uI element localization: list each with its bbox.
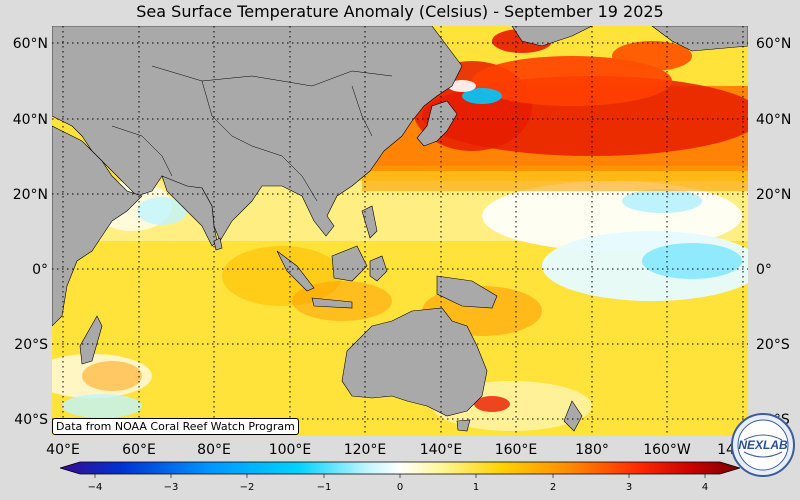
australia-landmass	[341, 307, 488, 417]
africa-arabia-landmass	[52, 125, 143, 327]
lon-label: 180°	[575, 442, 609, 458]
lat-label-right: 40°N	[756, 112, 792, 128]
map-canvas	[52, 26, 748, 436]
lat-label-left: 60°N	[12, 36, 48, 52]
colorbar-tick-label: −3	[163, 482, 179, 493]
colorbar-tick-label: 2	[549, 482, 557, 493]
lat-label-right: 60°N	[756, 36, 792, 52]
lon-label: 40°E	[46, 442, 80, 458]
sri-lanka	[213, 237, 223, 251]
lat-label-left: 20°N	[12, 187, 48, 203]
lon-label: 80°E	[197, 442, 231, 458]
nexlab-logo: NEXLAB	[731, 413, 795, 477]
madagascar	[79, 315, 103, 365]
lon-label: 160°E	[494, 442, 538, 458]
colorbar-tick-label: −4	[87, 482, 103, 493]
asia-landmass	[52, 26, 463, 242]
lat-label-left: 0°	[32, 262, 48, 278]
colorbar-tick-label: 1	[472, 482, 480, 493]
kamchatka	[511, 26, 593, 47]
country-borders	[111, 65, 393, 202]
japan	[416, 100, 458, 147]
alaska	[651, 26, 748, 52]
sst-anomaly-map	[52, 26, 748, 436]
lat-label-left: 20°S	[14, 337, 48, 353]
colorbar-tick-label: 4	[701, 482, 709, 493]
lat-label-right: 20°N	[756, 187, 792, 203]
philippines	[361, 205, 378, 239]
land-masses	[52, 26, 748, 432]
new-zealand	[563, 400, 583, 432]
lat-label-left: 40°N	[12, 112, 48, 128]
sumatra	[276, 250, 315, 292]
tasmania	[456, 419, 471, 432]
colorbar-tick-label: −2	[239, 482, 255, 493]
lon-label: 120°E	[343, 442, 387, 458]
data-credit-label: Data from NOAA Coral Reef Watch Program	[52, 418, 299, 435]
lat-label-left: 40°S	[14, 412, 48, 428]
borneo	[331, 245, 368, 282]
lat-label-right: 20°S	[756, 337, 790, 353]
colorbar-tick-label: −1	[316, 482, 332, 493]
colorbar-gradient	[60, 461, 740, 475]
colorbar-ticks	[94, 474, 706, 478]
map-title: Sea Surface Temperature Anomaly (Celsius…	[136, 2, 664, 21]
lon-label: 100°E	[268, 442, 312, 458]
graticule	[52, 26, 748, 436]
lat-label-right: 0°	[756, 262, 772, 278]
colorbar-tick-label: 0	[396, 482, 404, 493]
new-guinea	[436, 275, 498, 309]
lon-label: 60°E	[122, 442, 156, 458]
lon-label: 140°E	[419, 442, 463, 458]
colorbar-tick-label: 3	[625, 482, 633, 493]
lon-label: 160°W	[643, 442, 691, 458]
colorbar	[60, 461, 740, 478]
logo-text: NEXLAB	[738, 438, 788, 452]
java	[311, 297, 353, 309]
lon-label: 14	[717, 442, 735, 458]
